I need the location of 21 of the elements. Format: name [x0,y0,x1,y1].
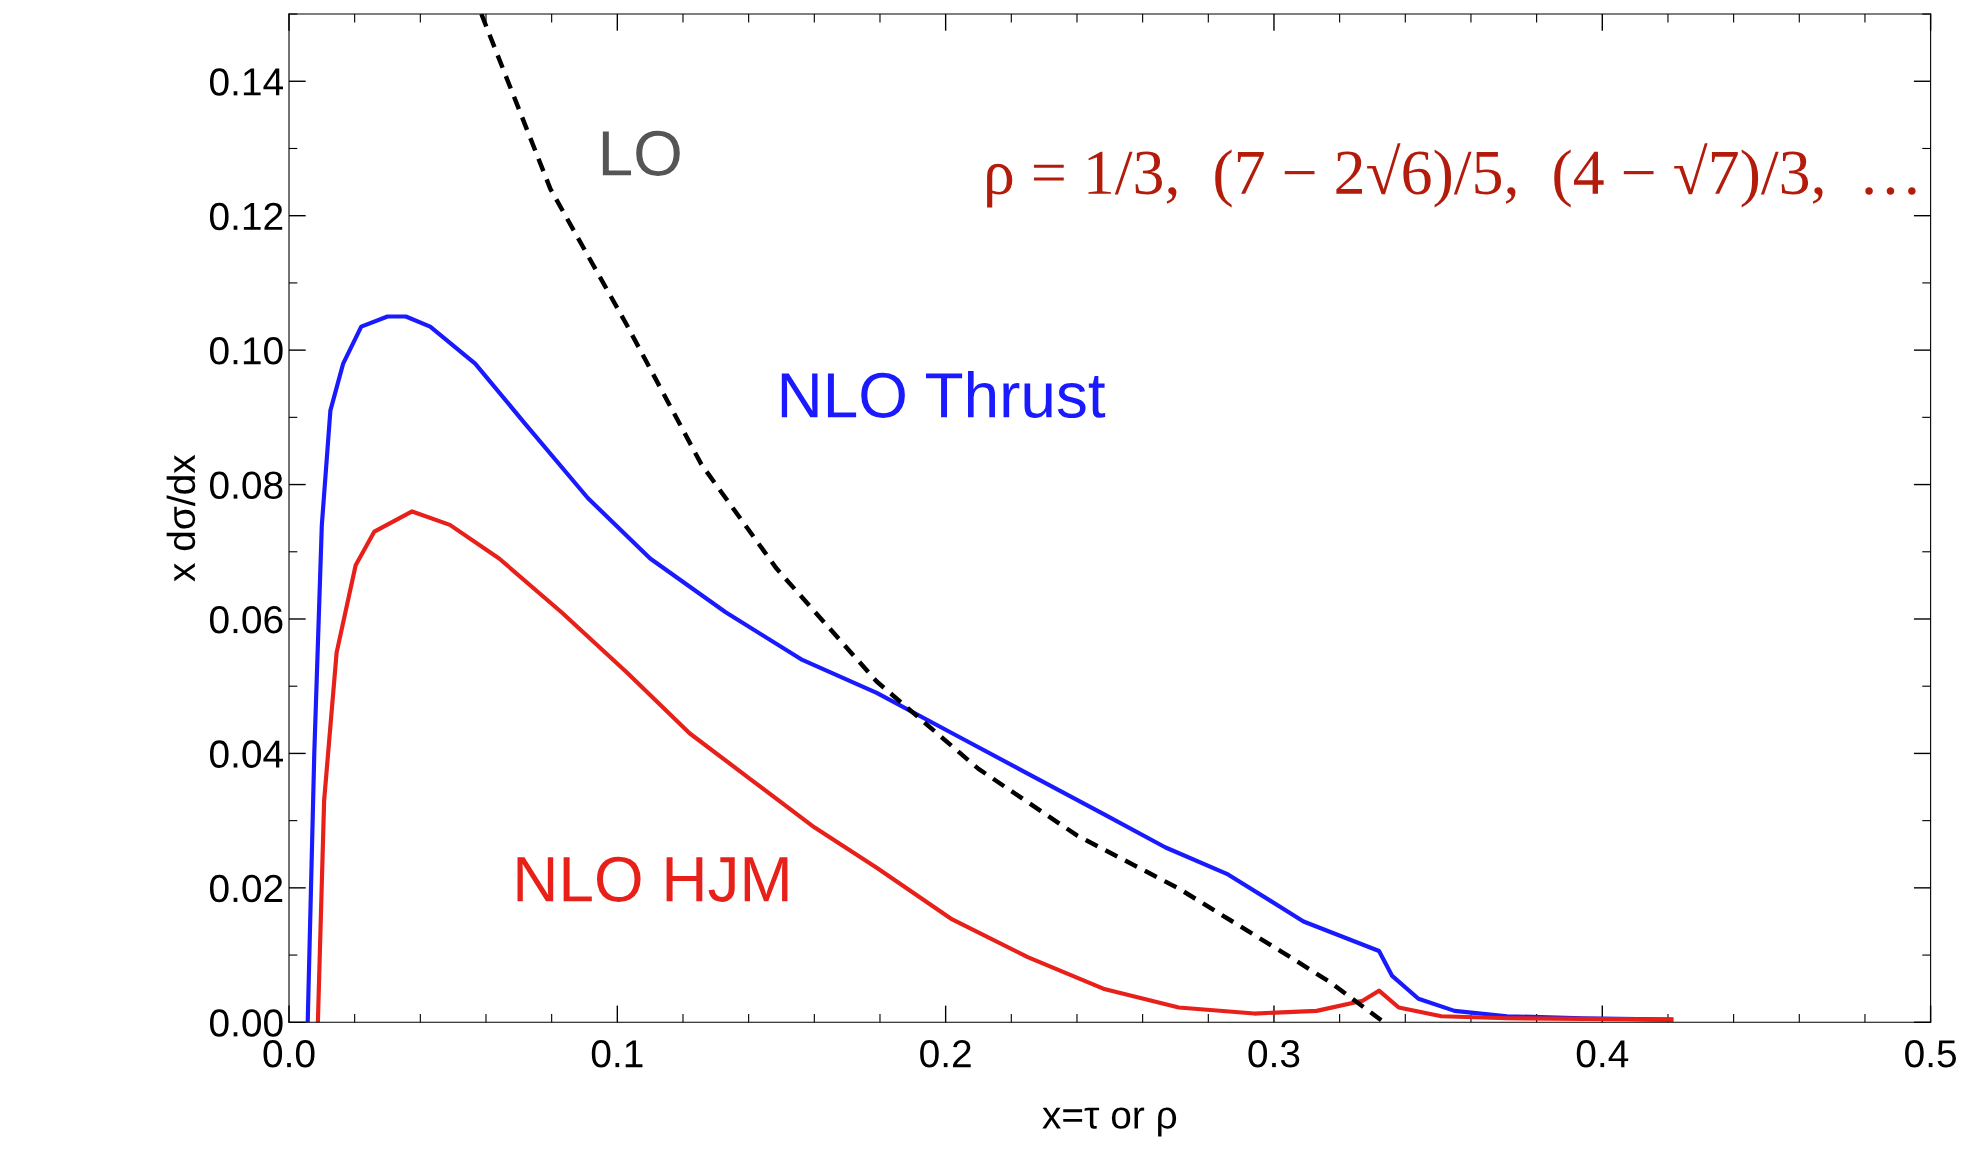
y-tick-label: 0.04 [209,740,284,768]
x-tick-label: 0.5 [1905,1039,1957,1068]
y-axis-title: x dσ/dx [166,454,196,582]
text: NLO Thrust [781,371,1106,418]
x-tick-label: 0.3 [1248,1039,1300,1068]
series-label: LO [602,130,680,176]
x-tick-label: 0.0 [263,1039,315,1068]
x-tick-label: 0.1 [591,1039,643,1068]
y-tick-label: 0.06 [209,605,283,634]
x-tick-label: 0.4 [1576,1039,1629,1068]
y-tick-label: 0.14 [209,68,284,96]
y-tick-label: 0.02 [209,874,283,903]
series-label: NLO HJM [517,856,788,902]
x-tick-label: 0.2 [920,1039,971,1068]
y-tick-label: 0.10 [209,337,283,365]
y-tick-label: 0.08 [209,471,283,500]
line-series [315,509,1674,1023]
annotation: ρ = 1/3, (7 − 2√6)/5, (4 − √7)/3, … [987,143,1916,208]
y-tick-label: 0.00 [209,1009,283,1037]
y-tick-label: 0.12 [209,202,283,231]
x-axis-title: x=τ or ρ [1042,1107,1177,1137]
